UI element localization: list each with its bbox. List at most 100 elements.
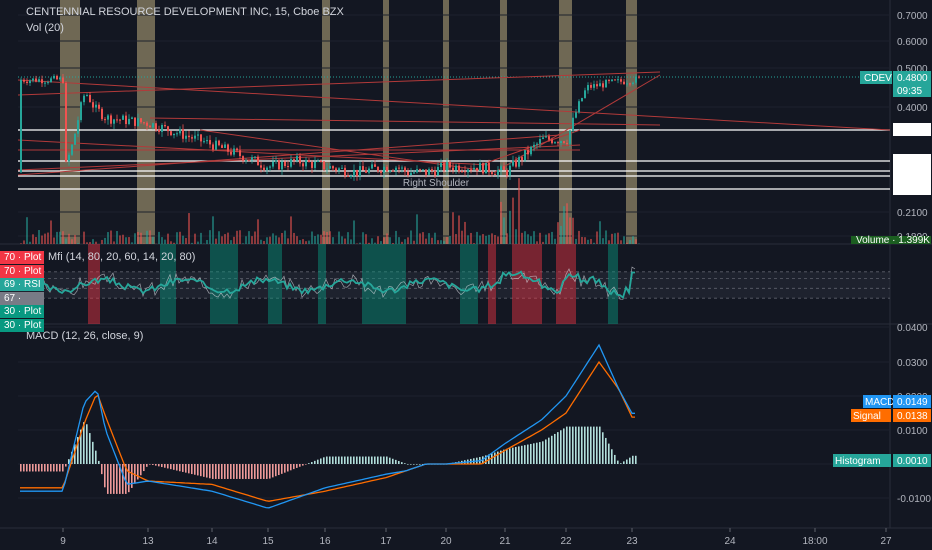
macd-value-tag-text: 0.0138 <box>897 411 928 422</box>
candle-body <box>236 148 238 151</box>
histogram-bar <box>128 464 130 493</box>
candle-body <box>599 83 601 87</box>
candle-body <box>74 133 76 145</box>
candle-body <box>71 144 73 155</box>
macd-value-tag-text: 0.0149 <box>897 397 928 408</box>
volume-bar <box>557 222 559 244</box>
candle-body <box>437 166 439 176</box>
candle-body <box>212 144 214 150</box>
histogram-bar <box>344 456 346 464</box>
rsi-legend-item: 70 · Plot <box>0 264 44 278</box>
histogram-bar <box>599 426 601 464</box>
histogram-bar <box>311 462 313 464</box>
histogram-bar <box>584 426 586 464</box>
candle-body <box>110 115 112 124</box>
volume-bar <box>455 234 457 244</box>
volume-bar <box>341 236 343 244</box>
level-price-tag-text: 0.2662 <box>897 171 928 182</box>
volume-bar <box>485 235 487 244</box>
trend-line <box>17 134 561 176</box>
candle-body <box>629 83 631 85</box>
mfi-zone <box>268 244 282 324</box>
volume-bar <box>524 231 526 244</box>
volume-bar <box>353 220 355 244</box>
volume-bar <box>332 237 334 244</box>
trend-line <box>17 139 491 166</box>
macd-axis-tick-label: -0.0100 <box>897 494 931 505</box>
histogram-bar <box>617 460 619 464</box>
candle-body <box>578 101 580 113</box>
price-axis-tick-label: 0.5000 <box>897 64 928 75</box>
candle-body <box>179 129 181 134</box>
candle-body <box>350 175 352 177</box>
histogram-bar <box>233 464 235 479</box>
histogram-bar <box>260 464 262 479</box>
candle-body <box>611 79 613 82</box>
histogram-bar <box>254 464 256 479</box>
candles <box>20 73 640 181</box>
candle-body <box>176 133 178 135</box>
histogram-bar <box>569 426 571 464</box>
candle-body <box>278 160 280 170</box>
mfi-zone <box>556 244 576 324</box>
volume-bar <box>23 240 25 244</box>
histogram-bar <box>593 426 595 464</box>
histogram-bar <box>380 456 382 464</box>
volume-bar <box>221 236 223 244</box>
volume-bar <box>464 221 466 244</box>
histogram-bar <box>77 436 79 464</box>
candle-body <box>170 131 172 136</box>
histogram-bar <box>515 446 517 464</box>
candle-body <box>284 161 286 167</box>
histogram-bar <box>299 464 301 467</box>
candle-body <box>347 175 349 177</box>
histogram-bar <box>566 426 568 464</box>
histogram-bar <box>272 464 274 478</box>
volume-bar <box>320 234 322 244</box>
histogram-bar <box>98 460 100 464</box>
macd-value-tag <box>893 454 931 467</box>
candle-body <box>152 123 154 128</box>
macd-axis-tick-label: 0.0300 <box>897 358 928 369</box>
volume-bar <box>101 239 103 244</box>
histogram-bar <box>326 456 328 464</box>
candle-body <box>353 169 355 176</box>
volume-bar <box>194 233 196 244</box>
rsi-indicator-title: Mfi (14, 80, 20, 60, 14, 20, 80) <box>48 251 196 263</box>
histogram-bar <box>539 442 541 464</box>
histogram-bar <box>266 464 268 479</box>
time-axis-tick-label: 15 <box>262 536 274 547</box>
volume-bar <box>230 240 232 244</box>
candle-body <box>164 125 166 127</box>
volume-bar <box>284 230 286 244</box>
volume-bar <box>224 234 226 244</box>
volume-bar <box>182 235 184 244</box>
histogram-bar <box>53 464 55 472</box>
candle-body <box>383 166 385 173</box>
level-price-tag <box>893 169 931 182</box>
histogram-bar <box>161 464 163 468</box>
candle-body <box>287 166 289 168</box>
volume-bar <box>278 237 280 244</box>
candle-body <box>446 162 448 171</box>
volume-bar <box>50 220 52 244</box>
volume-bar <box>329 231 331 244</box>
volume-bar <box>167 233 169 244</box>
candle-body <box>134 117 136 126</box>
candle-body <box>575 112 577 118</box>
candle-body <box>251 157 253 161</box>
trend-line <box>149 117 661 126</box>
level-price-tag <box>893 123 931 136</box>
candle-body <box>53 75 55 79</box>
signal-line <box>20 360 635 502</box>
candle-body <box>344 167 346 176</box>
histogram-bar <box>29 464 31 472</box>
histogram-bar <box>419 464 421 465</box>
histogram-bar <box>65 464 67 467</box>
histogram-bar <box>305 464 307 465</box>
candle-body <box>311 162 313 168</box>
candle-body <box>188 135 190 138</box>
countdown-tag <box>893 84 931 97</box>
candle-body <box>401 167 403 169</box>
